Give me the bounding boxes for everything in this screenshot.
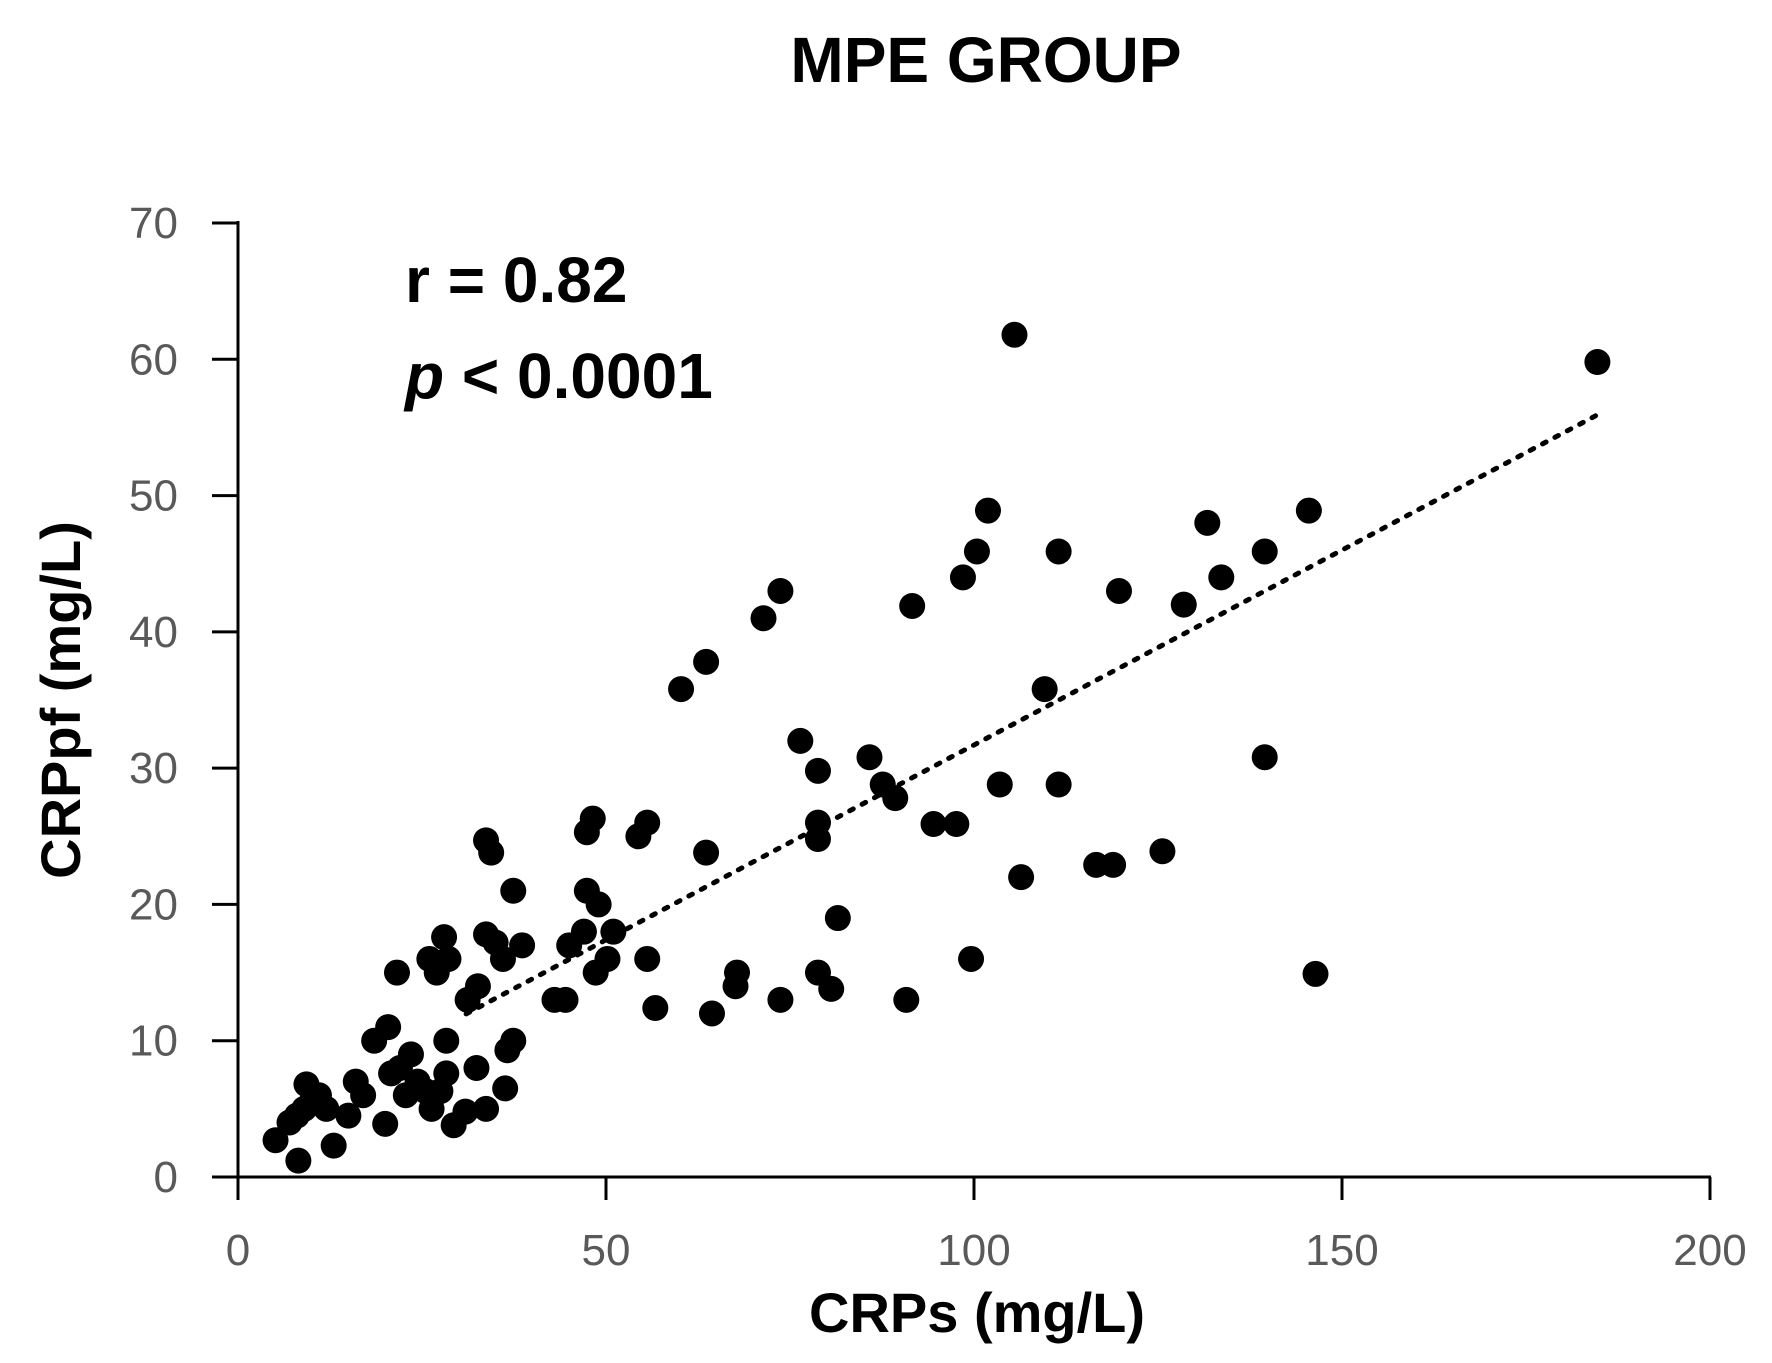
data-point [594, 945, 621, 972]
data-point [963, 538, 990, 565]
data-point [1302, 960, 1329, 987]
data-point [1100, 851, 1127, 878]
y-tick-label: 70 [129, 199, 178, 248]
data-point [882, 785, 909, 812]
data-point [893, 986, 920, 1013]
data-point [804, 757, 831, 784]
data-point [431, 924, 458, 951]
y-axis-title: CRPpf (mg/L) [29, 521, 92, 879]
data-point [958, 945, 985, 972]
x-tick-label: 150 [1305, 1226, 1378, 1275]
data-point [585, 891, 612, 918]
data-point [824, 905, 851, 932]
data-point [500, 1027, 527, 1054]
x-tick-label: 0 [226, 1226, 250, 1275]
data-point [1149, 838, 1176, 865]
data-point [634, 945, 661, 972]
data-point [1170, 591, 1197, 618]
data-point [397, 1041, 424, 1068]
data-point [1045, 771, 1072, 798]
data-point [600, 918, 627, 945]
data-point [1031, 676, 1058, 703]
data-point [570, 918, 597, 945]
data-point [1208, 564, 1235, 591]
data-point [313, 1095, 340, 1122]
data-point [285, 1147, 312, 1174]
p-symbol: p [403, 340, 444, 412]
data-point [463, 1054, 490, 1081]
data-point [500, 877, 527, 904]
data-point [974, 497, 1001, 524]
data-point [372, 1110, 399, 1137]
data-point [552, 986, 579, 1013]
data-point [1251, 538, 1278, 565]
data-point [943, 811, 970, 838]
data-point [899, 592, 926, 619]
data-point [804, 826, 831, 853]
data-point [1295, 497, 1322, 524]
data-point [435, 945, 462, 972]
data-point [767, 577, 794, 604]
data-point [986, 771, 1013, 798]
data-point [698, 1000, 725, 1027]
y-tick-label: 60 [129, 335, 178, 384]
data-point [478, 839, 505, 866]
data-point [1008, 864, 1035, 891]
data-point [492, 1075, 519, 1102]
data-point [668, 676, 695, 703]
data-point [787, 727, 814, 754]
data-point [750, 605, 777, 632]
chart-title: MPE GROUP [790, 24, 1181, 96]
data-point [634, 809, 661, 836]
data-point [920, 811, 947, 838]
data-point [818, 975, 845, 1002]
data-point [642, 995, 669, 1022]
p-value: p < 0.0001 [403, 340, 713, 412]
y-tick-label: 50 [129, 472, 178, 521]
data-point [693, 648, 720, 675]
x-tick-label: 100 [937, 1226, 1010, 1275]
trendline [463, 411, 1603, 1017]
data-point [320, 1132, 347, 1159]
data-point [452, 1098, 479, 1125]
y-tick-label: 40 [129, 608, 178, 657]
y-tick-label: 0 [154, 1153, 178, 1202]
correlation-r: r = 0.82 [405, 244, 627, 316]
p-rest: < 0.0001 [444, 340, 713, 412]
x-tick-label: 50 [582, 1226, 631, 1275]
data-point [262, 1127, 289, 1154]
y-tick-label: 20 [129, 880, 178, 929]
data-point [767, 986, 794, 1013]
data-point [1001, 321, 1028, 348]
data-point [724, 959, 751, 986]
data-point [375, 1014, 402, 1041]
data-point [579, 805, 606, 832]
data-point [427, 1078, 454, 1105]
data-point [1045, 538, 1072, 565]
data-point [509, 932, 536, 959]
data-point [693, 839, 720, 866]
data-point [1251, 744, 1278, 771]
data-point [335, 1102, 362, 1129]
y-tick-label: 10 [129, 1017, 178, 1066]
data-point [464, 973, 491, 1000]
data-point [350, 1082, 377, 1109]
axes [212, 221, 1711, 1179]
data-point [949, 564, 976, 591]
data-point [489, 945, 516, 972]
data-point [383, 959, 410, 986]
data-point [433, 1027, 460, 1054]
data-point [1105, 577, 1132, 604]
data-point [856, 744, 883, 771]
x-axis-title: CRPs (mg/L) [809, 1281, 1145, 1344]
data-point [1584, 349, 1611, 376]
x-tick-label: 200 [1673, 1226, 1746, 1275]
data-point [473, 1095, 500, 1122]
y-tick-label: 30 [129, 744, 178, 793]
data-point [1194, 509, 1221, 536]
